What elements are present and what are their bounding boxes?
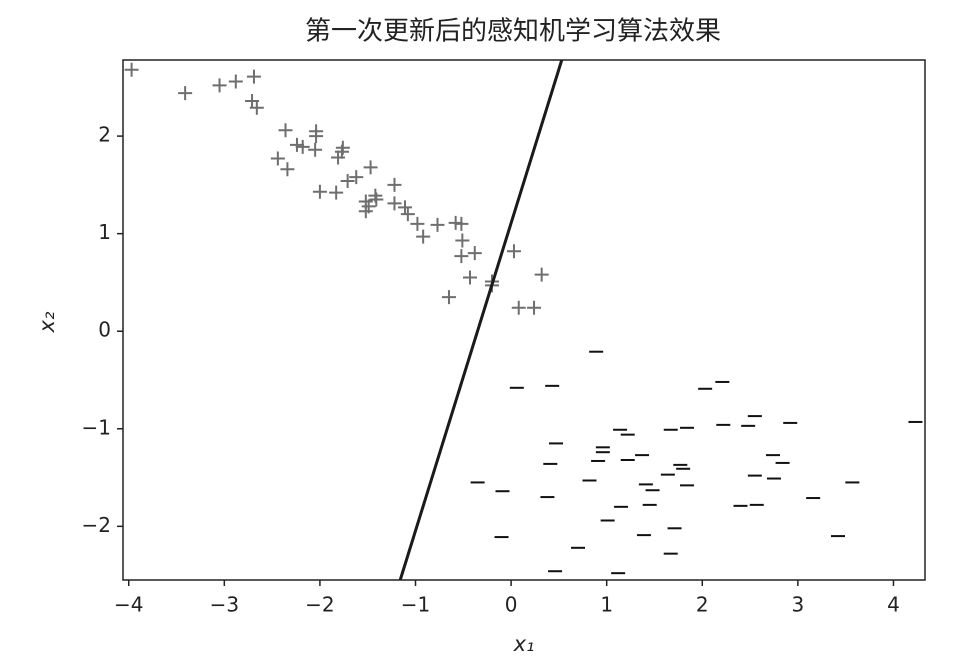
y-tick-label: 1 (98, 220, 111, 244)
plus-point (228, 74, 243, 89)
plus-point (270, 151, 285, 166)
plus-point (410, 216, 425, 231)
plus-point (278, 123, 293, 138)
plus-point (387, 177, 402, 192)
x-axis-label: x₁ (513, 632, 535, 656)
x-tick-label: 3 (791, 593, 804, 617)
y-tick-label: −2 (82, 513, 111, 537)
plus-point (400, 207, 415, 222)
x-tick-label: 2 (696, 593, 709, 617)
plus-point (369, 192, 384, 207)
plus-point (312, 184, 327, 199)
plus-point (511, 300, 526, 315)
plus-point (467, 246, 482, 261)
plus-point (455, 233, 470, 248)
plus-point (295, 139, 310, 154)
x-tick-label: −2 (305, 593, 334, 617)
plus-point (335, 140, 350, 155)
y-tick-label: 0 (98, 318, 111, 342)
decision-line (398, 60, 564, 580)
plus-point (178, 86, 193, 101)
plus-point (462, 270, 477, 285)
y-tick-label: −1 (82, 415, 111, 439)
plus-point (309, 129, 324, 144)
plot-area (124, 60, 923, 580)
y-tick-label: 2 (98, 123, 111, 147)
plus-point (534, 267, 549, 282)
plus-point (246, 69, 261, 84)
plot-frame (122, 59, 926, 581)
plus-point (416, 229, 431, 244)
plus-point (430, 217, 445, 232)
plus-point (124, 62, 139, 77)
x-tick-label: 4 (887, 593, 900, 617)
plus-point (280, 162, 295, 177)
plus-point (441, 290, 456, 305)
plus-point (527, 300, 542, 315)
x-tick-label: −3 (210, 593, 239, 617)
plus-point (340, 173, 355, 188)
plus-point (361, 199, 376, 214)
plus-point (212, 78, 227, 93)
x-tick-label: −1 (401, 593, 430, 617)
plus-point (349, 170, 364, 185)
x-tick-label: −4 (114, 593, 143, 617)
x-tick-label: 1 (600, 593, 613, 617)
plus-point (249, 100, 264, 115)
plus-point (363, 160, 378, 175)
plus-point (308, 142, 323, 157)
plus-point (289, 137, 304, 152)
plus-point (506, 244, 521, 259)
chart-title: 第一次更新后的感知机学习算法效果 (305, 17, 721, 47)
plus-point (454, 216, 469, 231)
plus-point (397, 200, 412, 215)
plus-point (329, 185, 344, 200)
y-axis-label: x₂ (35, 311, 59, 333)
x-tick-label: 0 (505, 593, 518, 617)
plus-point (454, 249, 469, 264)
plus-point (387, 196, 402, 211)
